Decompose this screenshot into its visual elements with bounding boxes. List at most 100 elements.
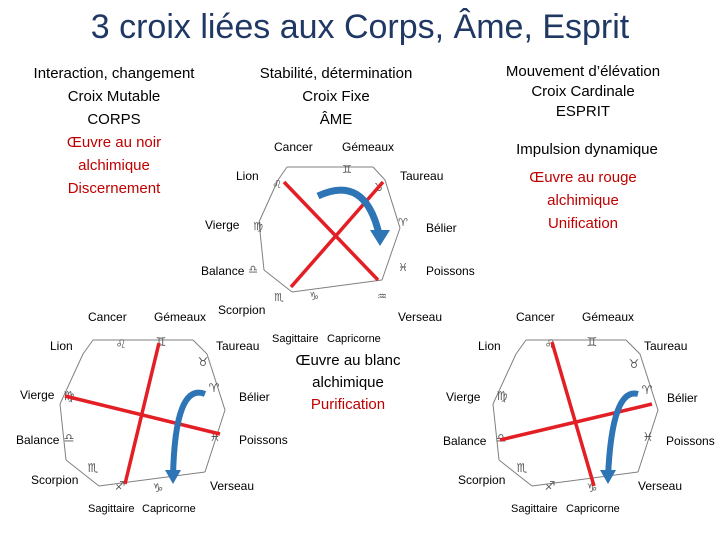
left-label-lion: Lion: [50, 339, 73, 353]
right-label-lion: Lion: [478, 339, 501, 353]
blanc-alchimique: alchimique: [312, 374, 384, 391]
right-label-verseau: Verseau: [638, 479, 683, 493]
left-label-cancer: Cancer: [88, 310, 127, 324]
arrow-head-icon: [165, 470, 181, 484]
zodiac-wheel-fixed: ♌ ♊ ♉ ♈ ♓ ♒ ♑ ♏ ♎ ♍: [248, 163, 408, 304]
scorpio-glyph-icon: ♏: [274, 291, 284, 304]
corps-subtitle: Interaction, changement: [33, 65, 195, 82]
left-label-capricorne: Capricorne: [142, 503, 196, 515]
top-label-belier: Bélier: [426, 221, 457, 235]
blanc-purification: Purification: [310, 396, 386, 413]
top-label-balance: Balance: [201, 264, 245, 278]
zodiac-wheel-cardinal: ♌ ♊ ♉ ♈ ♓ ♑ ♐ ♏ ♎ ♍: [492, 335, 659, 495]
scorpio-glyph-icon: ♏: [88, 461, 99, 475]
top-label-vierge: Vierge: [205, 218, 240, 232]
left-label-vierge: Vierge: [20, 388, 55, 402]
left-label-scorpion: Scorpion: [31, 473, 79, 487]
leo-glyph-icon: ♌: [545, 337, 556, 351]
libra-glyph-icon: ♎: [248, 263, 258, 276]
ame-heading: ÂME: [319, 111, 353, 128]
esprit-subtitle: Mouvement d’élévation: [505, 63, 661, 80]
left-label-poissons: Poissons: [239, 433, 288, 447]
top-label-capricorne: Capricorne: [327, 333, 381, 345]
esprit-oeuvre-block: Œuvre au rouge alchimique Unification: [498, 166, 668, 235]
leo-glyph-icon: ♌: [116, 337, 127, 351]
rotation-arrow: [605, 390, 639, 478]
right-label-cancer: Cancer: [516, 310, 555, 324]
wheel-frame: [258, 166, 401, 293]
top-label-sagittaire: Sagittaire: [272, 333, 319, 345]
right-label-belier: Bélier: [667, 391, 698, 405]
blanc-text-block: Œuvre au blanc alchimique Purification: [268, 350, 428, 416]
rotation-arrow: [316, 186, 383, 235]
right-label-vierge: Vierge: [446, 390, 481, 404]
blanc-oeuvre: Œuvre au blanc: [295, 352, 401, 369]
sagittarius-glyph-icon: ♐: [115, 479, 126, 493]
page-title: 3 croix liées aux Corps, Âme, Esprit: [90, 8, 630, 46]
right-label-balance: Balance: [443, 434, 487, 448]
corps-discernement: Discernement: [67, 180, 161, 197]
taurus-glyph-icon: ♉: [198, 355, 209, 369]
gemini-glyph-icon: ♊: [342, 163, 352, 176]
leo-glyph-icon: ♌: [272, 178, 282, 191]
right-label-poissons: Poissons: [666, 434, 715, 448]
virgo-glyph-icon: ♍: [497, 389, 508, 403]
right-label-capricorne: Capricorne: [566, 503, 620, 515]
right-label-taureau: Taureau: [644, 339, 688, 353]
left-label-sagittaire: Sagittaire: [88, 503, 135, 515]
top-label-gemeaux: Gémeaux: [342, 140, 395, 154]
esprit-text-block: Mouvement d’élévation Croix Cardinale ES…: [478, 62, 688, 122]
libra-glyph-icon: ♎: [64, 431, 75, 445]
esprit-alchimique: alchimique: [547, 192, 619, 209]
arrow-head-icon: [600, 470, 616, 484]
top-label-verseau: Verseau: [398, 310, 443, 324]
corps-heading: CORPS: [87, 111, 141, 128]
taurus-glyph-icon: ♉: [629, 357, 640, 371]
esprit-cross-name: Croix Cardinale: [531, 83, 635, 100]
left-label-verseau: Verseau: [210, 479, 255, 493]
capricorn-glyph-icon: ♑: [153, 481, 164, 495]
corps-oeuvre: Œuvre au noir: [66, 134, 162, 151]
esprit-impulsion: Impulsion dynamique: [516, 141, 658, 158]
sagittarius-glyph-icon: ♐: [545, 479, 556, 493]
esprit-unification: Unification: [547, 215, 619, 232]
aries-glyph-icon: ♈: [398, 216, 408, 229]
esprit-oeuvre: Œuvre au rouge: [529, 169, 637, 186]
pisces-glyph-icon: ♓: [210, 430, 221, 444]
zodiac-wheel-mutable: ♌ ♊ ♉ ♈ ♓ ♑ ♐ ♏ ♎ ♍: [59, 335, 226, 495]
capricorn-glyph-icon: ♑: [309, 290, 319, 303]
wheel-frame: [492, 339, 659, 487]
ame-subtitle: Stabilité, détermination: [259, 65, 413, 82]
rotation-arrow: [170, 389, 207, 478]
corps-text-block: Interaction, changement Croix Mutable CO…: [14, 62, 214, 200]
left-label-balance: Balance: [16, 433, 60, 447]
left-label-belier: Bélier: [239, 390, 270, 404]
scorpio-glyph-icon: ♏: [517, 461, 528, 475]
pisces-glyph-icon: ♓: [643, 430, 654, 444]
aries-glyph-icon: ♈: [209, 381, 220, 395]
fixed-cross: [282, 180, 385, 289]
top-label-scorpion: Scorpion: [218, 303, 266, 317]
ame-text-block: Stabilité, détermination Croix Fixe ÂME: [226, 62, 446, 131]
left-label-taureau: Taureau: [216, 339, 260, 353]
gemini-glyph-icon: ♊: [156, 335, 167, 349]
arrow-head-icon: [370, 230, 390, 246]
top-label-cancer: Cancer: [274, 140, 313, 154]
cardinal-cross: [499, 341, 653, 487]
right-label-gemeaux: Gémeaux: [582, 310, 635, 324]
capricorn-glyph-icon: ♑: [587, 481, 598, 495]
right-label-scorpion: Scorpion: [458, 473, 506, 487]
aquarius-glyph-icon: ♒: [377, 290, 387, 303]
corps-alchimique: alchimique: [78, 157, 150, 174]
wheel-frame: [59, 339, 226, 487]
top-label-poissons: Poissons: [426, 264, 475, 278]
gemini-glyph-icon: ♊: [587, 335, 598, 349]
top-label-lion: Lion: [236, 169, 259, 183]
esprit-heading: ESPRIT: [555, 103, 611, 120]
right-label-sagittaire: Sagittaire: [511, 503, 558, 515]
ame-cross-name: Croix Fixe: [302, 88, 370, 105]
virgo-glyph-icon: ♍: [253, 220, 263, 233]
top-label-taureau: Taureau: [400, 169, 444, 183]
pisces-glyph-icon: ♓: [398, 261, 408, 274]
left-label-gemeaux: Gémeaux: [154, 310, 207, 324]
